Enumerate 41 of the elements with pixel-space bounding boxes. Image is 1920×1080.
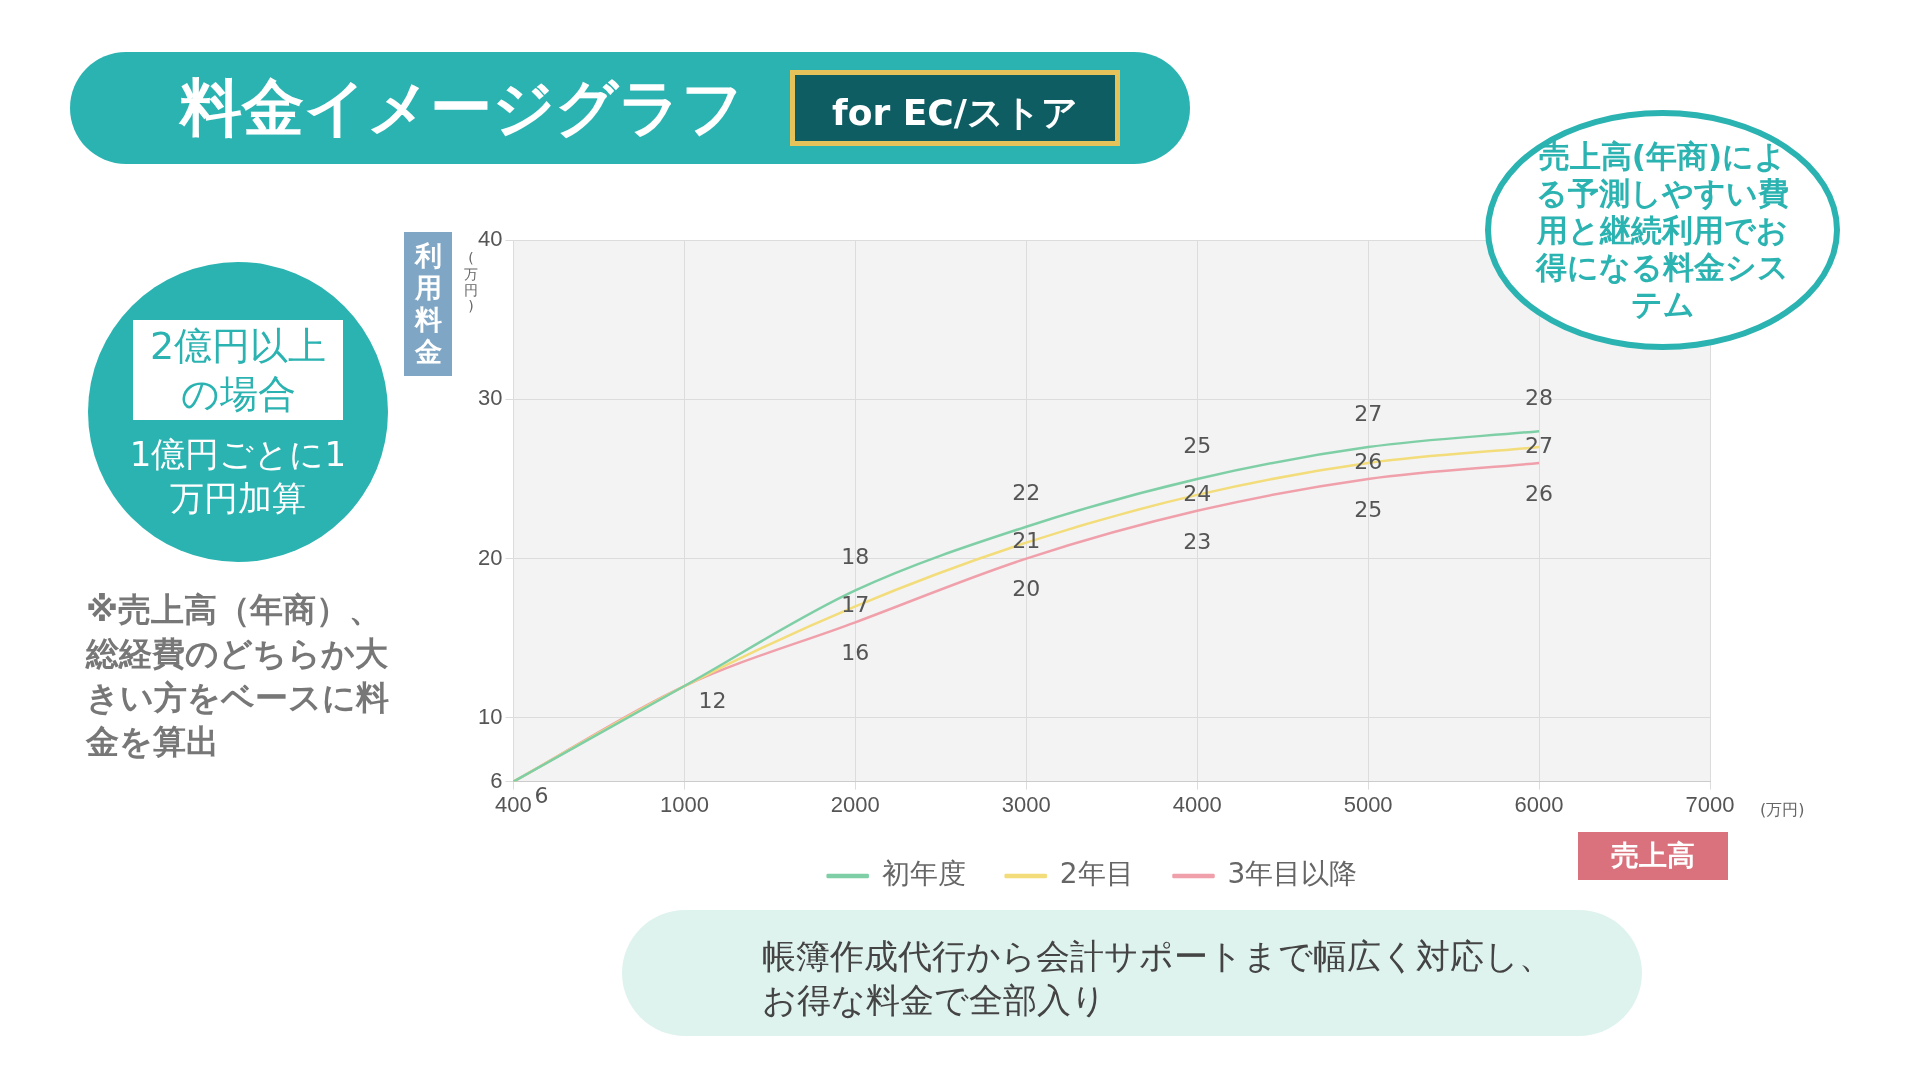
data-label: 22 <box>1012 480 1041 506</box>
data-label: 27 <box>1354 400 1383 426</box>
legend-label: 3年目以降 <box>1227 857 1358 891</box>
y-axis-title: 利用料金 <box>413 240 443 368</box>
data-label: 28 <box>1525 384 1554 410</box>
data-label: 26 <box>1525 480 1554 506</box>
x-tick-label: 2000 <box>830 791 880 817</box>
chart-subtitle: for EC/ストア <box>790 70 1120 146</box>
x-tick-label: 1000 <box>659 791 709 817</box>
data-label: 12 <box>698 687 727 713</box>
x-tick-label: 7000 <box>1685 791 1735 817</box>
data-label: 25 <box>1354 496 1383 522</box>
y-tick-label: 10 <box>477 703 503 729</box>
x-tick-label: 400 <box>495 791 532 817</box>
y-tick-label: 40 <box>477 226 503 252</box>
text: 2億円以上の場合 <box>133 320 343 420</box>
text: 帳簿作成代行から会計サポートまで幅広く対応し、お得な料金で全部入り <box>622 910 1642 1036</box>
legend-label: 2年目 <box>1059 857 1134 891</box>
text: ※売上高（年商）、総経費のどちらか大きい方をベースに料金を算出 <box>86 589 390 763</box>
data-label: 18 <box>841 544 870 570</box>
legend-label: 初年度 <box>881 857 966 891</box>
data-label: 27 <box>1525 432 1554 458</box>
y-tick-label: 20 <box>477 544 503 570</box>
data-label: 25 <box>1183 432 1212 458</box>
label-tag: 利用料金 <box>404 232 452 376</box>
x-tick-label: 3000 <box>1001 791 1051 817</box>
x-tick-label: 4000 <box>1172 791 1222 817</box>
x-axis-title: 売上高 <box>1578 832 1728 880</box>
text: (万円) <box>463 250 479 314</box>
text: (万円) <box>1760 800 1805 821</box>
data-label: 6 <box>534 783 549 809</box>
data-label: 16 <box>841 640 870 666</box>
text: 1億円ごとに1万円加算 <box>128 433 348 520</box>
y-tick-label: 6 <box>490 767 503 793</box>
x-tick-label: 5000 <box>1343 791 1393 817</box>
data-label: 20 <box>1012 576 1041 602</box>
y-tick-label: 30 <box>477 385 503 411</box>
speech-bubble: 売上高(年商)による予測しやすい費用と継続利用でお得になる料金システム <box>1485 110 1840 350</box>
chart-title: 料金イメージグラフ <box>180 71 744 144</box>
data-label: 23 <box>1183 528 1212 554</box>
x-tick-label: 6000 <box>1514 791 1564 817</box>
